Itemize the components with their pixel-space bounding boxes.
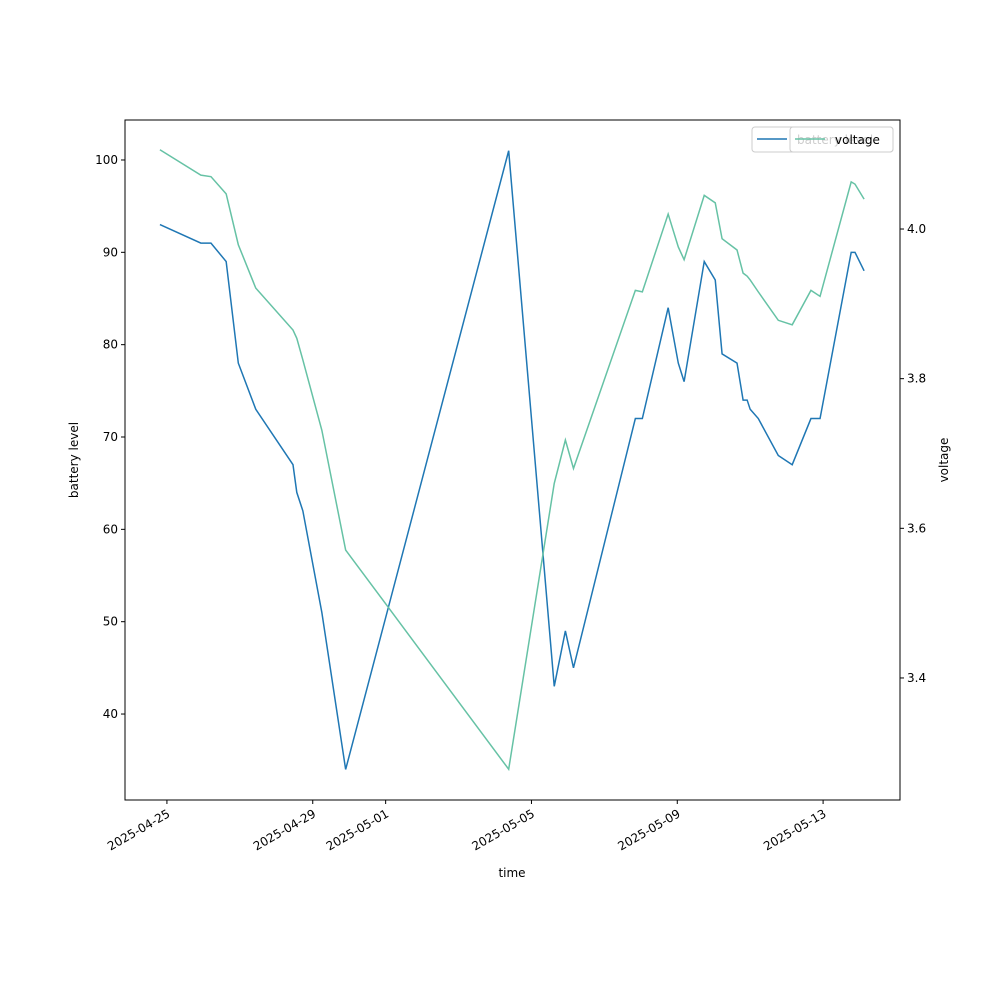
y-tick-label: 80 <box>103 338 118 352</box>
legend-box <box>789 126 894 153</box>
y2-tick-label: 3.4 <box>907 671 926 685</box>
y2-tick-label: 3.6 <box>907 521 926 535</box>
data-line <box>159 149 865 772</box>
y-tick-label: 40 <box>103 707 118 721</box>
y-axis-label: battery level <box>67 422 81 498</box>
y-tick-label: 70 <box>103 430 118 444</box>
data-line <box>159 150 865 770</box>
y-tick-label: 100 <box>95 153 118 167</box>
legend-label: voltage <box>835 133 880 147</box>
x-axis-label: time <box>498 866 525 880</box>
y2-tick-label: 4.0 <box>907 222 926 236</box>
y-tick-label: 60 <box>103 522 118 536</box>
plot-frame <box>124 119 901 801</box>
y-tick-label: 50 <box>103 615 118 629</box>
y2-tick-label: 3.8 <box>907 372 926 386</box>
y2-axis-label: voltage <box>937 438 951 483</box>
y-tick-label: 90 <box>103 245 118 259</box>
